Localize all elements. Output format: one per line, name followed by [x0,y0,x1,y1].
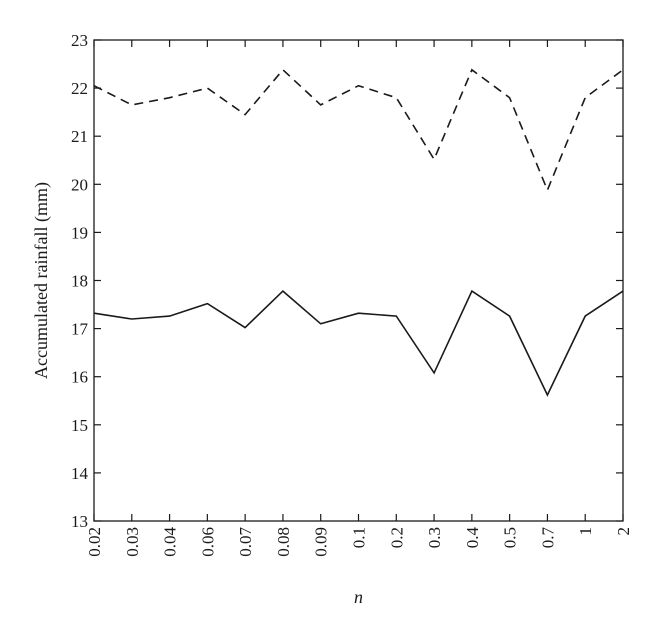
x-tick-label: 0.4 [463,527,482,549]
series-lines [93,68,624,397]
y-tick-label: 21 [71,127,88,146]
x-tick-label: 0.5 [501,527,520,548]
y-tick-label: 15 [71,416,88,435]
plot-area-border [93,39,624,522]
x-tick-label: 0.2 [387,527,406,548]
y-tick-label: 20 [71,175,88,194]
x-tick-label: 0.7 [538,527,557,549]
y-axis-title: Accumulated rainfall (mm) [31,182,52,379]
y-tick-label: 13 [71,512,88,531]
y-tick-label: 23 [71,31,88,50]
y-tick-label: 16 [71,368,88,387]
plot-frame [93,39,624,522]
x-tick-label: 0.1 [350,527,369,548]
x-tick-label: 0.08 [274,527,293,557]
x-tick-label: 0.03 [123,527,142,557]
y-tick-label: 18 [71,272,88,291]
x-tick-label: 0.09 [312,527,331,557]
x-tick-label: 0.04 [161,527,180,557]
series-line-dashed [93,68,624,193]
x-axis-title: n [354,587,363,607]
x-tick-label: 2 [614,527,633,536]
series-line-solid [93,289,624,397]
y-tick-label: 19 [71,223,88,242]
y-tick-label: 17 [71,320,89,339]
y-tick-label: 14 [71,464,89,483]
x-tick-label: 0.06 [198,527,217,557]
x-axis-ticks: 0.02 0.03 0.04 0.06 0.07 0.08 0.09 0.1 0.2 0.3 0.4… [85,40,633,557]
x-tick-label: 0.3 [425,527,444,548]
x-tick-label: 0.02 [85,527,104,557]
x-tick-label: 0.07 [236,527,255,557]
x-tick-label: 1 [576,527,595,536]
y-axis-ticks: 13 14 15 16 17 18 19 20 21 22 23 [71,31,623,531]
y-tick-label: 22 [71,79,88,98]
